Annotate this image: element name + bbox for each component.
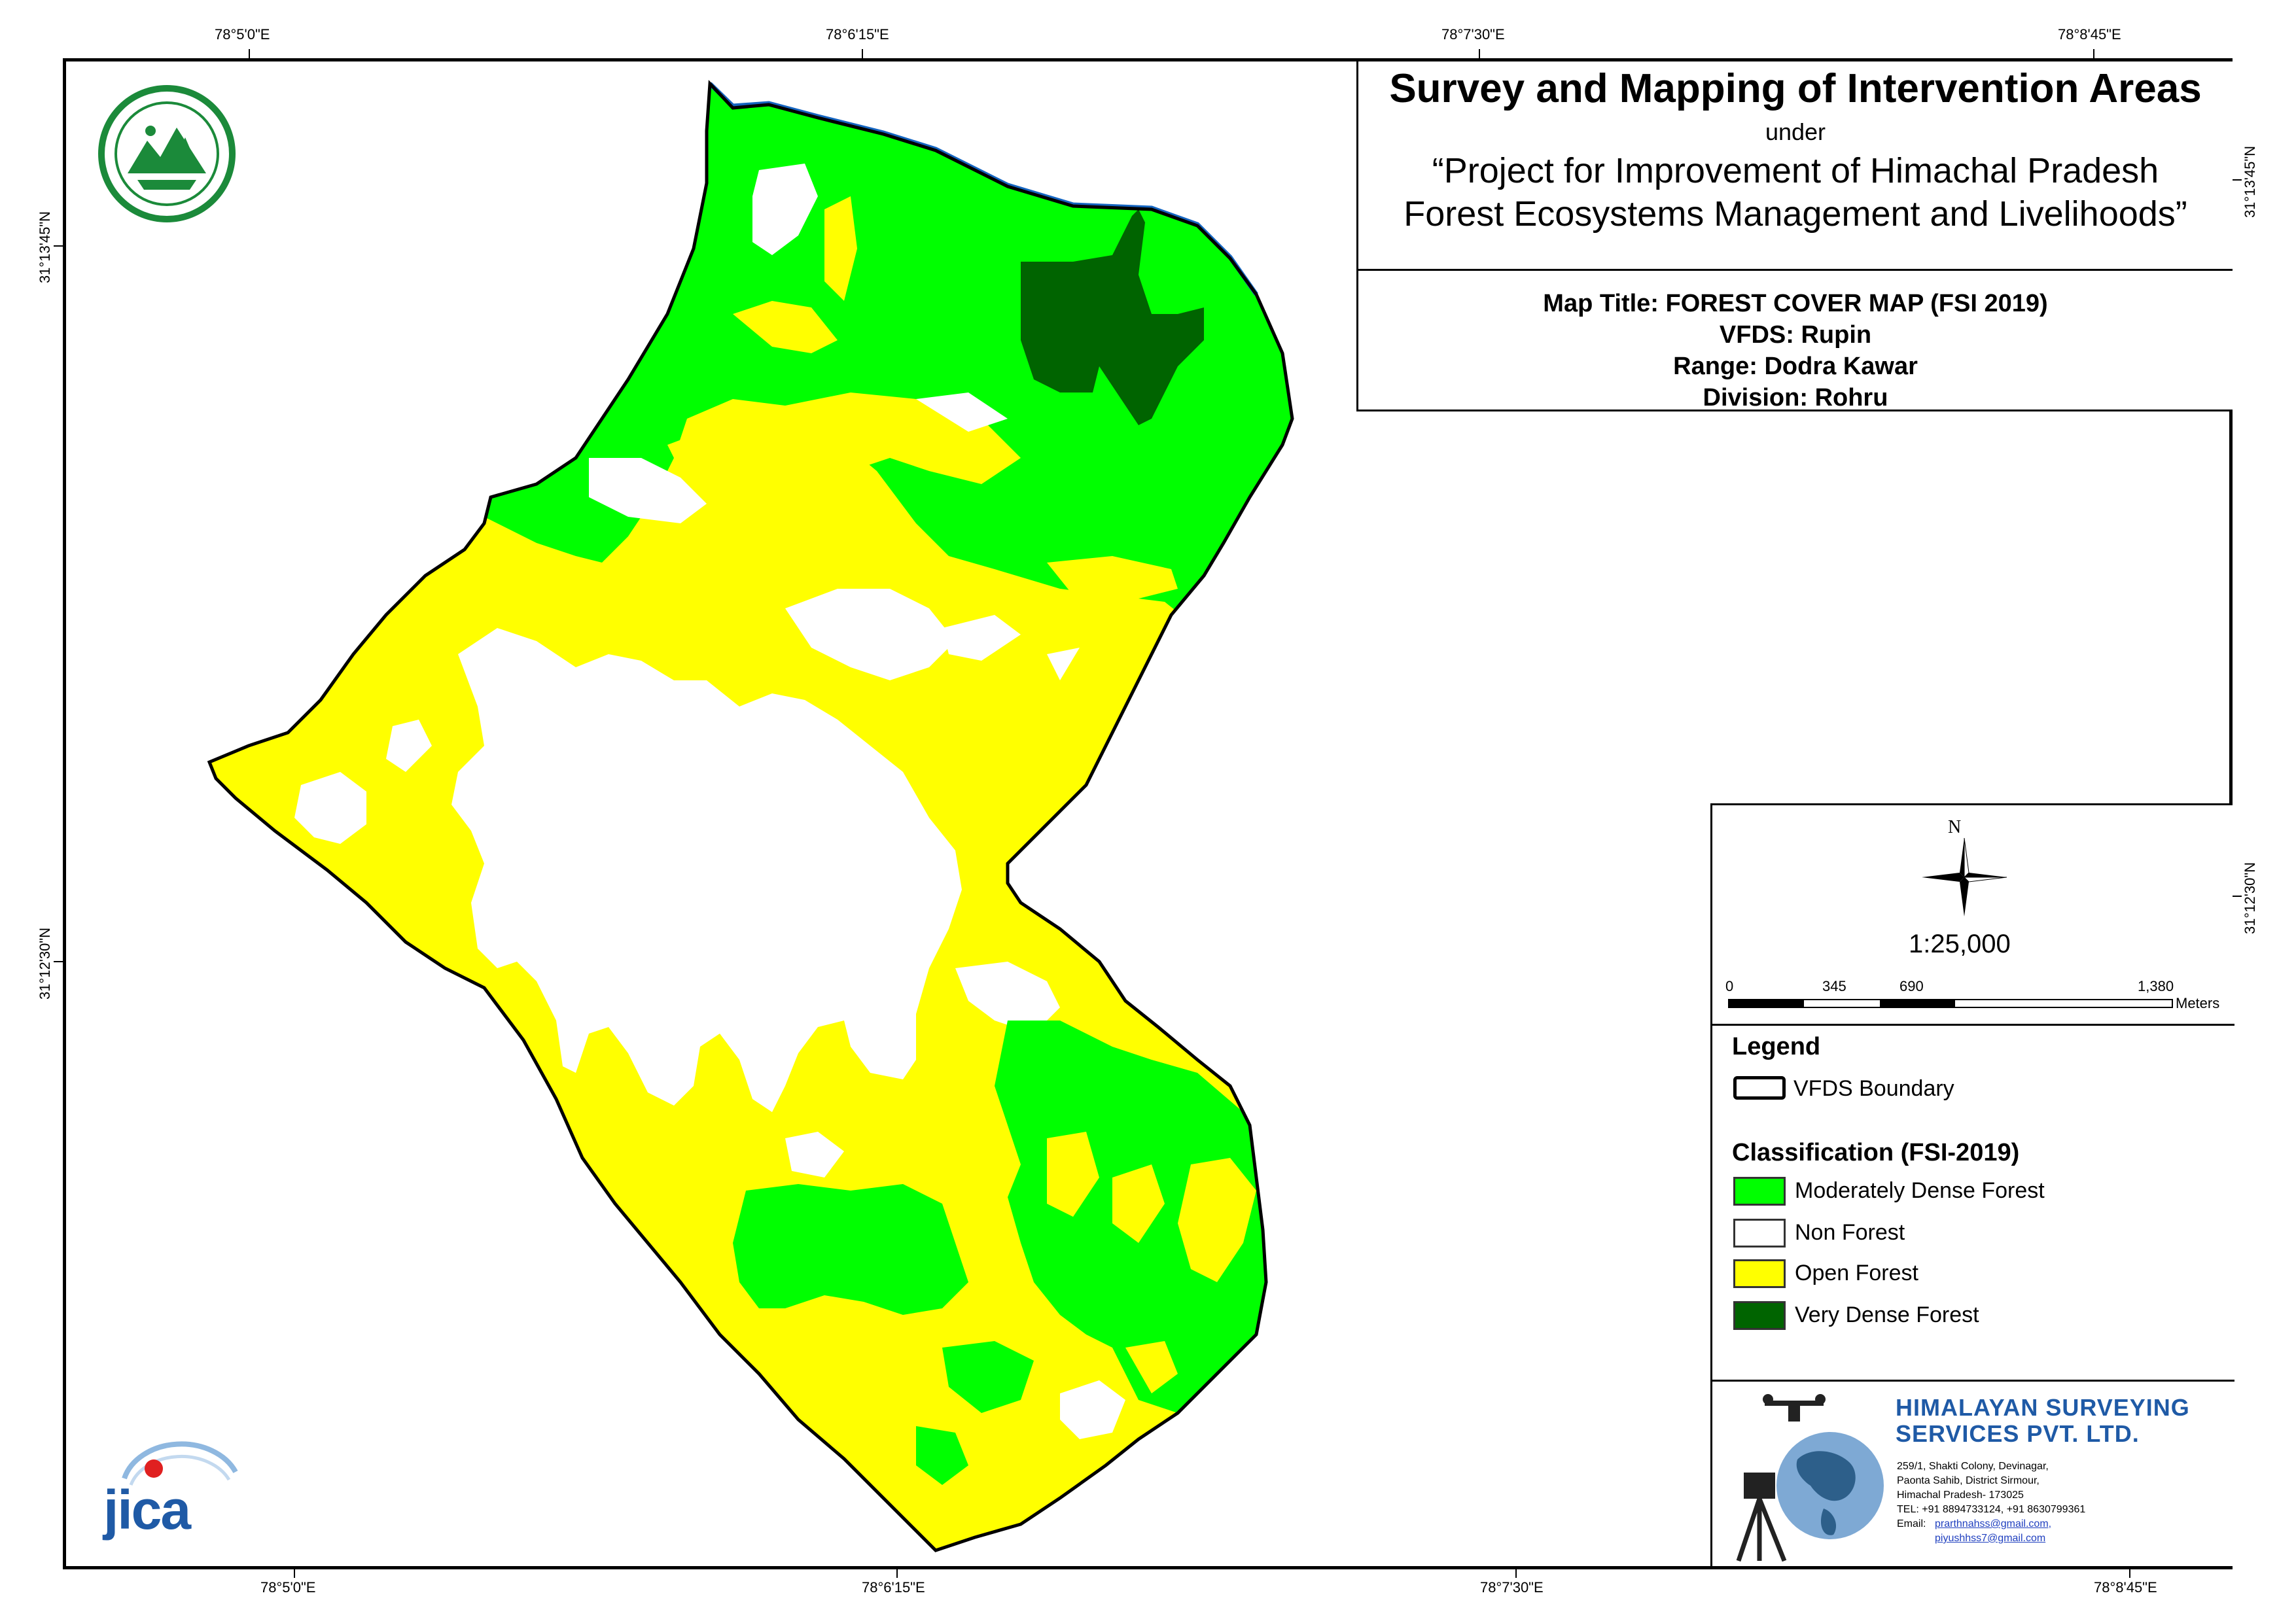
swatch-moderately-dense bbox=[1733, 1177, 1786, 1206]
label-moderately-dense: Moderately Dense Forest bbox=[1795, 1178, 2045, 1203]
graticule-top-2: 78°6'15"E bbox=[826, 26, 889, 43]
legend-panel: N 1:25,000 0 345 690 1,380 Meters Legend… bbox=[1710, 803, 2234, 1566]
map-info-panel: Map Title: FOREST COVER MAP (FSI 2019) V… bbox=[1356, 271, 2233, 411]
company-email-1[interactable]: prarthnahss@gmail.com, bbox=[1935, 1518, 2052, 1529]
project-line-2: Forest Ecosystems Management and Livelih… bbox=[1404, 194, 2187, 234]
company-address-2: Paonta Sahib, District Sirmour, bbox=[1897, 1475, 2040, 1486]
main-title: Survey and Mapping of Intervention Areas bbox=[1389, 66, 2202, 111]
swatch-very-dense bbox=[1733, 1301, 1786, 1330]
surveyor-logo bbox=[1736, 1394, 1884, 1562]
vfds-boundary-label: VFDS Boundary bbox=[1793, 1076, 1954, 1101]
graticule-top-4: 78°8'45"E bbox=[2058, 26, 2121, 43]
company-tel: TEL: +91 8894733124, +91 8630799361 bbox=[1897, 1504, 2086, 1515]
scale-ratio: 1:25,000 bbox=[1909, 930, 2011, 958]
map-division: Division: Rohru bbox=[1703, 384, 1888, 411]
graticule-top-1: 78°5'0"E bbox=[215, 26, 270, 43]
graticule-bottom-1: 78°5'0"E bbox=[260, 1579, 316, 1596]
hp-forest-logo bbox=[79, 82, 255, 226]
map-vfds: VFDS: Rupin bbox=[1719, 321, 1872, 349]
scale-bar bbox=[1728, 999, 2173, 1008]
company-address-1: 259/1, Shakti Colony, Devinagar, bbox=[1897, 1461, 2049, 1472]
scale-unit: Meters bbox=[2176, 995, 2220, 1011]
company-email-2[interactable]: piyushhss7@gmail.com bbox=[1935, 1533, 2046, 1544]
company-divider bbox=[1712, 1380, 2234, 1382]
graticule-bottom-3: 78°7'30"E bbox=[1480, 1579, 1544, 1596]
company-name-1: HIMALAYAN SURVEYING bbox=[1896, 1394, 2190, 1421]
scale-tick-1: 345 bbox=[1822, 978, 1846, 994]
north-label: N bbox=[1948, 817, 1962, 837]
swatch-non-forest bbox=[1733, 1219, 1786, 1248]
map-range: Range: Dodra Kawar bbox=[1673, 353, 1918, 380]
vfds-boundary-swatch bbox=[1733, 1076, 1786, 1100]
jica-wordmark: jica bbox=[103, 1479, 191, 1541]
label-open-forest: Open Forest bbox=[1795, 1261, 1918, 1285]
company-name-2: SERVICES PVT. LTD. bbox=[1896, 1420, 2140, 1447]
under-label: under bbox=[1765, 118, 1826, 145]
company-address-3: Himachal Pradesh- 173025 bbox=[1897, 1490, 2024, 1501]
scale-tick-0: 0 bbox=[1725, 978, 1734, 994]
legend-heading: Legend bbox=[1732, 1033, 1821, 1060]
company-email-label: Email: bbox=[1897, 1518, 1926, 1529]
jica-logo: jica bbox=[98, 1433, 249, 1544]
north-arrow-icon bbox=[1922, 838, 2007, 916]
label-non-forest: Non Forest bbox=[1795, 1220, 1905, 1245]
map-title: Map Title: FOREST COVER MAP (FSI 2019) bbox=[1543, 290, 2048, 317]
graticule-top-3: 78°7'30"E bbox=[1441, 26, 1505, 43]
swatch-open-forest bbox=[1733, 1259, 1786, 1288]
scale-tick-3: 1,380 bbox=[2138, 978, 2174, 994]
project-line-1: “Project for Improvement of Himachal Pra… bbox=[1432, 151, 2159, 190]
classification-heading: Classification (FSI-2019) bbox=[1732, 1139, 2020, 1166]
legend-divider bbox=[1712, 1024, 2234, 1026]
scale-tick-2: 690 bbox=[1899, 978, 1924, 994]
graticule-bottom-4: 78°8'45"E bbox=[2094, 1579, 2157, 1596]
label-very-dense: Very Dense Forest bbox=[1795, 1302, 1979, 1327]
title-panel: Survey and Mapping of Intervention Areas… bbox=[1356, 61, 2233, 271]
graticule-bottom-2: 78°6'15"E bbox=[862, 1579, 925, 1596]
